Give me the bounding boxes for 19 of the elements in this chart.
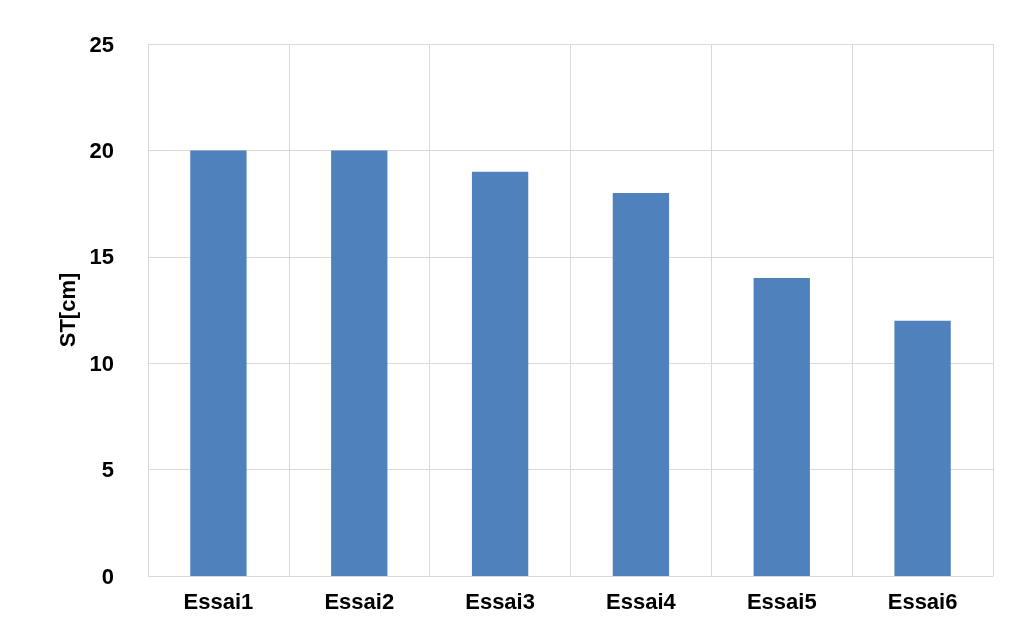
y-tick-label: 5 — [101, 457, 114, 483]
x-tick-label: Essai4 — [606, 588, 677, 614]
x-tick-label: Essai3 — [465, 588, 535, 614]
bar — [612, 192, 670, 576]
y-tick-label: 20 — [89, 137, 114, 163]
y-tick-label: 15 — [89, 244, 114, 270]
bar — [471, 171, 529, 576]
bar — [894, 320, 951, 576]
y-tick-label: 25 — [89, 31, 114, 57]
y-tick-label: 0 — [101, 563, 114, 589]
x-tick-label: Essai2 — [324, 588, 395, 614]
bar — [331, 150, 388, 576]
bar — [190, 150, 247, 576]
x-tick-label: Essai5 — [746, 588, 817, 614]
x-tick-label: Essai6 — [887, 588, 958, 614]
y-tick-label: 10 — [89, 350, 114, 376]
x-tick-label: Essai1 — [183, 588, 254, 614]
y-axis-title: ST[cm] — [54, 272, 80, 348]
bar — [753, 278, 810, 576]
